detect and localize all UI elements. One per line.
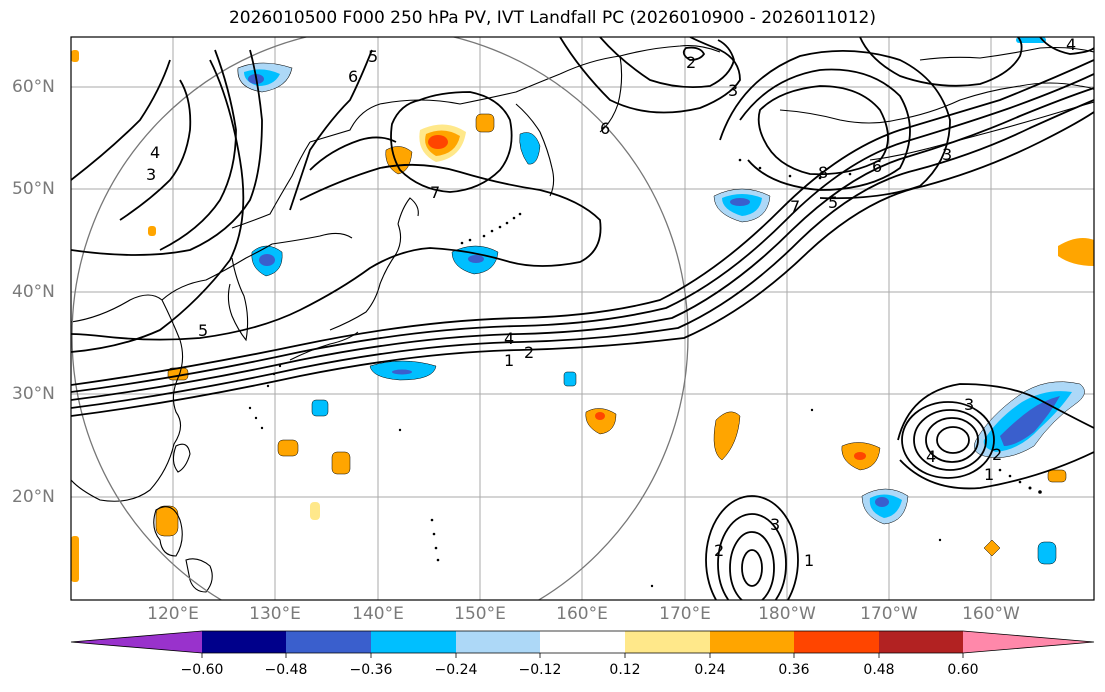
- colorbar-over-arrow: [963, 631, 1094, 653]
- colorbar-segment: [540, 631, 625, 653]
- lat-label: 30°N: [12, 384, 55, 404]
- contour-label: 1: [804, 551, 814, 570]
- lat-label: 40°N: [12, 282, 55, 302]
- contour-label: 2: [714, 541, 724, 560]
- contour-labels: 5 6 4 3 7 5 1 2 4 2 3 7 5 6 8 3 4 3 4 2 …: [146, 35, 1076, 570]
- colorbar-tick-label: 0.36: [778, 662, 810, 678]
- lon-label: 160°W: [962, 604, 1020, 624]
- colorbar-segment: [202, 631, 286, 653]
- lon-label: 180°W: [758, 604, 816, 624]
- lon-label: 140°E: [352, 604, 404, 624]
- colorbar-tick-label: −0.36: [349, 662, 393, 678]
- contour-label: 5: [198, 321, 208, 340]
- colorbar-tick-label: −0.24: [434, 662, 478, 678]
- contour-label: 3: [770, 515, 780, 534]
- contour-label: 4: [150, 143, 160, 162]
- contour-label: 4: [504, 329, 514, 348]
- chart-title: 2026010500 F000 250 hPa PV, IVT Landfall…: [228, 8, 876, 28]
- lon-label: 150°E: [454, 604, 506, 624]
- lon-label: 120°E: [147, 604, 199, 624]
- colorbar: [70, 630, 1095, 658]
- lat-label: 50°N: [12, 179, 55, 199]
- lon-label: 170°E: [659, 604, 711, 624]
- colorbar-tick-label: 0.24: [694, 662, 726, 678]
- contour-label: 6: [872, 157, 882, 176]
- colorbar-tick-label: −0.48: [264, 662, 308, 678]
- contour-label: 2: [686, 53, 696, 72]
- lat-label: 60°N: [12, 77, 55, 97]
- colorbar-tick-label: −0.12: [518, 662, 562, 678]
- contour-label: 4: [1066, 35, 1076, 54]
- lon-label: 160°E: [556, 604, 608, 624]
- contour-label: 7: [430, 183, 440, 202]
- contour-label: 5: [368, 47, 378, 66]
- contour-label: 5: [828, 193, 838, 212]
- contour-label: 8: [818, 163, 828, 182]
- contour-label: 3: [728, 81, 738, 100]
- colorbar-under-arrow: [71, 631, 202, 653]
- contour-label: 6: [600, 119, 610, 138]
- contour-label: 3: [942, 145, 952, 164]
- lon-label: 170°W: [860, 604, 918, 624]
- lon-label: 130°E: [249, 604, 301, 624]
- contour-label: 3: [964, 395, 974, 414]
- contour-label: 1: [984, 465, 994, 484]
- colorbar-tick-label: −0.60: [180, 662, 224, 678]
- map-frame: [70, 36, 1095, 601]
- colorbar-segment: [456, 631, 540, 653]
- contour-label: 2: [992, 445, 1002, 464]
- colorbar-segment: [710, 631, 794, 653]
- contour-label: 7: [790, 197, 800, 216]
- contour-label: 4: [926, 447, 936, 466]
- contour-label: 3: [146, 165, 156, 184]
- pv-patches: [71, 37, 1094, 582]
- colorbar-tick-label: 0.60: [947, 662, 979, 678]
- island-dots: [248, 158, 1042, 588]
- contour-label: 6: [348, 67, 358, 86]
- colorbar-segment: [794, 631, 879, 653]
- pv-contours: [71, 37, 1094, 600]
- lat-label: 20°N: [12, 487, 55, 507]
- colorbar-tick-label: 0.48: [863, 662, 895, 678]
- colorbar-tick-label: 0.12: [609, 662, 641, 678]
- colorbar-segment: [879, 631, 963, 653]
- colorbar-segment: [286, 631, 371, 653]
- colorbar-segment: [625, 631, 710, 653]
- contour-label: 1: [504, 351, 514, 370]
- colorbar-segment: [371, 631, 456, 653]
- contour-label: 2: [524, 343, 534, 362]
